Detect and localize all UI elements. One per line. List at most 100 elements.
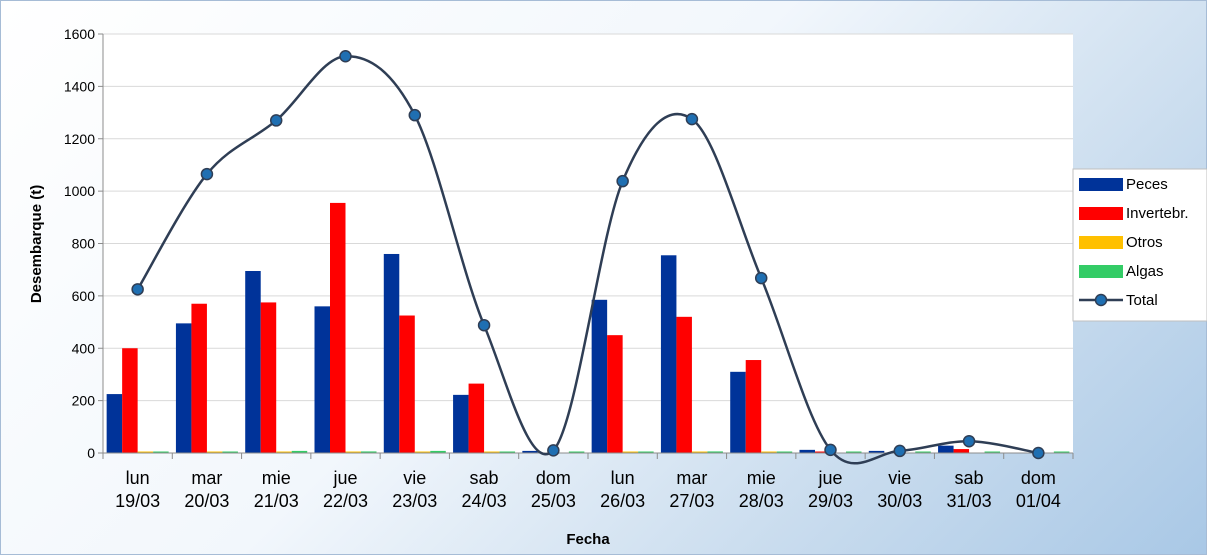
x-tick-label-date: 01/04 bbox=[1016, 491, 1061, 511]
bar-algas bbox=[568, 451, 585, 453]
bar-otros bbox=[622, 451, 639, 453]
x-tick-label-date: 29/03 bbox=[808, 491, 853, 511]
bar-peces bbox=[106, 394, 123, 453]
x-tick-label-date: 31/03 bbox=[947, 491, 992, 511]
total-point bbox=[547, 444, 560, 457]
y-tick-label: 200 bbox=[72, 393, 96, 409]
y-tick-labels: 0 200 400 600 800 1000 1200 1400 1600 bbox=[64, 26, 95, 461]
bar-peces bbox=[175, 323, 192, 453]
bar-peces bbox=[245, 270, 261, 453]
bar-algas bbox=[430, 450, 446, 453]
x-tick-label-day: mar bbox=[191, 468, 222, 488]
bar-peces bbox=[730, 371, 746, 453]
bar-otros bbox=[691, 451, 708, 453]
y-tick-label: 1400 bbox=[64, 78, 95, 94]
bar-invertebr bbox=[745, 360, 762, 453]
bar-algas bbox=[361, 451, 377, 453]
x-tick-labels: lun 19/03 mar 20/03 mie 21/03 jue 22/03 vie 23/03… bbox=[115, 468, 1061, 511]
x-tick-label-date: 19/03 bbox=[115, 491, 160, 511]
total-point bbox=[824, 443, 837, 457]
total-point bbox=[269, 114, 283, 127]
y-tick-label: 800 bbox=[72, 236, 96, 252]
bar-algas bbox=[291, 450, 308, 453]
bar-algas bbox=[499, 451, 516, 453]
bar-peces bbox=[383, 253, 400, 453]
bar-peces bbox=[591, 299, 608, 453]
bar-invertebr bbox=[330, 202, 346, 453]
x-tick-label-day: dom bbox=[1021, 468, 1056, 488]
total-point bbox=[685, 112, 699, 126]
bar-otros bbox=[276, 451, 292, 453]
bar-invertebr bbox=[399, 315, 415, 453]
bar-peces bbox=[660, 255, 677, 453]
bar-otros bbox=[345, 451, 361, 453]
x-tick-label-date: 27/03 bbox=[669, 491, 714, 511]
total-line bbox=[136, 55, 1039, 465]
total-point bbox=[339, 50, 352, 63]
total-point bbox=[616, 174, 629, 188]
bar-algas bbox=[776, 451, 793, 453]
bar-peces bbox=[938, 445, 954, 453]
x-tick-label-date: 28/03 bbox=[739, 491, 784, 511]
bar-otros bbox=[137, 451, 154, 453]
bar-algas bbox=[638, 451, 654, 453]
bar-layer bbox=[106, 202, 1070, 453]
legend-marker bbox=[1094, 293, 1108, 307]
legend-label: Peces bbox=[1126, 176, 1168, 193]
x-tick-label-day: mie bbox=[747, 468, 776, 488]
x-tick-label-day: dom bbox=[536, 468, 571, 488]
bar-algas bbox=[846, 451, 862, 453]
x-tick-label-date: 26/03 bbox=[600, 491, 645, 511]
x-tick-label-date: 24/03 bbox=[462, 491, 507, 511]
bar-peces bbox=[314, 306, 330, 453]
bar-otros bbox=[484, 451, 500, 453]
legend-swatch bbox=[1079, 236, 1123, 249]
total-point bbox=[1032, 446, 1045, 460]
bar-invertebr bbox=[122, 348, 138, 453]
x-tick-label-day: vie bbox=[403, 468, 426, 488]
y-tick-label: 1600 bbox=[64, 26, 95, 42]
x-tick-label-day: jue bbox=[332, 468, 357, 488]
total-point bbox=[962, 434, 976, 448]
bar-invertebr bbox=[607, 335, 623, 453]
legend-swatch bbox=[1079, 178, 1123, 191]
bar-algas bbox=[222, 451, 238, 453]
x-tick-label-day: jue bbox=[817, 468, 842, 488]
total-point bbox=[408, 108, 422, 122]
y-tick-label: 0 bbox=[87, 445, 95, 461]
bar-otros bbox=[414, 451, 431, 453]
legend-label: Invertebr. bbox=[1126, 205, 1189, 222]
x-axis-title: Fecha bbox=[566, 531, 610, 548]
total-point bbox=[131, 283, 144, 296]
bar-peces bbox=[868, 450, 885, 453]
y-tick-label: 400 bbox=[72, 340, 96, 356]
bar-peces bbox=[522, 450, 538, 453]
axis-layer bbox=[98, 33, 1074, 459]
bar-algas bbox=[153, 451, 169, 453]
bar-otros bbox=[206, 451, 223, 453]
legend-label: Otros bbox=[1126, 234, 1163, 251]
bar-invertebr bbox=[676, 316, 692, 453]
y-axis-title: Desembarque (t) bbox=[28, 185, 45, 303]
bar-algas bbox=[707, 451, 723, 453]
legend-label: Algas bbox=[1126, 263, 1164, 280]
y-tick-label: 600 bbox=[72, 288, 96, 304]
bar-invertebr bbox=[953, 449, 970, 453]
bar-algas bbox=[1053, 451, 1070, 453]
x-tick-label-date: 23/03 bbox=[392, 491, 437, 511]
x-tick-label-date: 21/03 bbox=[254, 491, 299, 511]
total-point bbox=[477, 318, 491, 332]
total-point bbox=[893, 444, 907, 458]
x-tick-label-day: sab bbox=[955, 468, 984, 488]
x-tick-label-day: mie bbox=[262, 468, 291, 488]
bar-invertebr bbox=[260, 302, 277, 453]
x-tick-label-day: mar bbox=[676, 468, 707, 488]
bar-otros bbox=[761, 451, 777, 453]
bar-invertebr bbox=[191, 303, 207, 453]
x-tick-label-day: lun bbox=[126, 468, 150, 488]
y-tick-label: 1000 bbox=[64, 183, 95, 199]
bar-peces bbox=[799, 449, 815, 453]
x-tick-label-day: vie bbox=[888, 468, 911, 488]
